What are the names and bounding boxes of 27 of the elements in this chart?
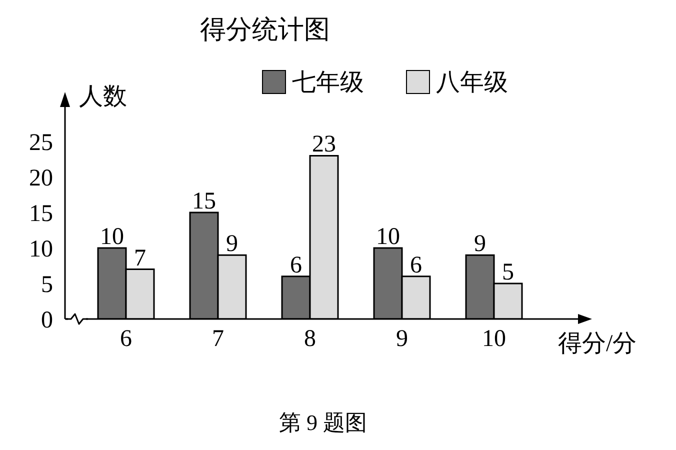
y-tick-label: 20 bbox=[29, 166, 53, 192]
x-tick-label: 8 bbox=[304, 326, 316, 352]
data-label: 23 bbox=[312, 132, 336, 158]
legend-label: 七年级 bbox=[292, 69, 364, 98]
data-label: 6 bbox=[290, 252, 302, 278]
data-label: 9 bbox=[474, 231, 486, 258]
x-tick-label: 9 bbox=[396, 326, 408, 352]
chart-title: 得分统计图 bbox=[199, 14, 331, 46]
legend-label: 八年级 bbox=[436, 69, 508, 98]
y-tick-label: 15 bbox=[29, 201, 53, 228]
data-label: 10 bbox=[376, 224, 400, 250]
data-label: 7 bbox=[134, 245, 146, 272]
y-axis-title: 人数 bbox=[79, 83, 127, 112]
x-axis-title: 得分/分 bbox=[558, 330, 637, 359]
data-label: 10 bbox=[100, 224, 124, 250]
y-tick-label: 5 bbox=[41, 272, 53, 298]
data-label: 5 bbox=[502, 260, 514, 286]
data-label: 6 bbox=[410, 252, 422, 278]
y-tick-label: 10 bbox=[29, 236, 53, 263]
y-tick-label: 25 bbox=[29, 130, 53, 156]
text: 第 9 题图 bbox=[278, 409, 368, 437]
y-tick-label: 0 bbox=[41, 308, 53, 334]
x-tick-label: 6 bbox=[120, 326, 132, 352]
x-tick-label: 10 bbox=[482, 326, 506, 352]
data-label: 9 bbox=[226, 231, 238, 258]
data-label: 15 bbox=[192, 188, 216, 214]
x-tick-label: 7 bbox=[212, 326, 224, 352]
